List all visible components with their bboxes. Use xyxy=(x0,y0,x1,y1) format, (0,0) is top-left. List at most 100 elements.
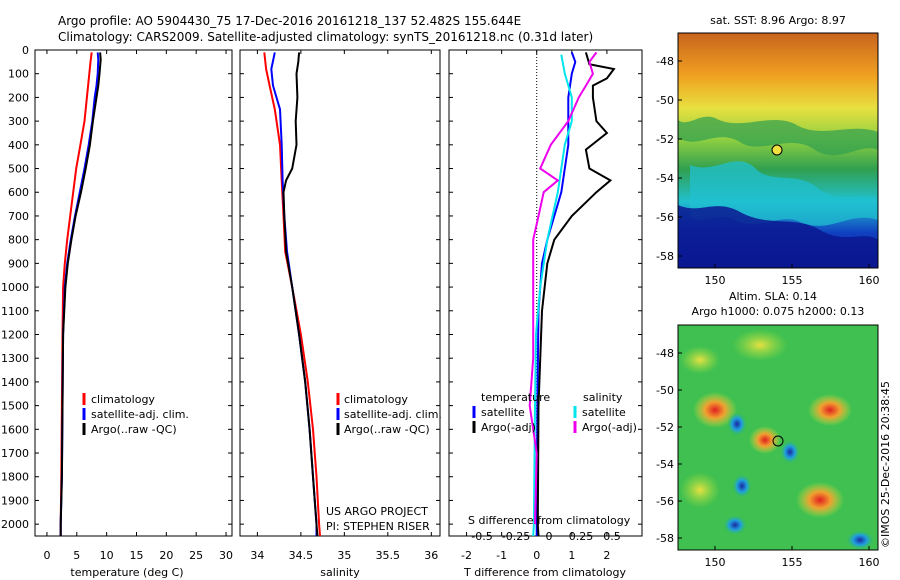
x-tick-label: 10 xyxy=(100,549,114,562)
profile-line-black xyxy=(282,52,319,537)
x-tick-label: 15 xyxy=(129,549,143,562)
sla-map-title-line1: Altim. SLA: 0.14 xyxy=(729,290,817,303)
sla-map-frame xyxy=(677,324,879,551)
map-y-tick-label: -50 xyxy=(656,384,674,397)
map-y-tick-label: -58 xyxy=(656,250,674,263)
map-y-tick-label: -54 xyxy=(656,458,674,471)
sla-anomaly xyxy=(680,346,720,374)
figure-title-line2: Climatology: CARS2009. Satellite-adjuste… xyxy=(58,30,594,44)
s-difference-label: S difference from climatology xyxy=(468,514,631,527)
sla-anomaly xyxy=(808,394,852,426)
temperature-panel: 0100200300400500600700800900100011001200… xyxy=(1,44,233,579)
y-tick-label: 1600 xyxy=(1,423,29,436)
profile-line-black xyxy=(59,52,102,536)
map-y-tick-label: -54 xyxy=(656,172,674,185)
difference-profile-lines xyxy=(528,51,616,537)
difference-y-ticks xyxy=(449,49,642,525)
temperature-profile-lines xyxy=(59,52,102,536)
y-tick-label: 900 xyxy=(8,257,29,270)
temperature-x-ticks: 0 5 10 15 20 25 30 xyxy=(43,50,233,562)
salinity-x-label: salinity xyxy=(320,566,360,579)
map-x-tick-label: 160 xyxy=(859,274,880,287)
y-tick-label: 100 xyxy=(8,68,29,81)
legend-label-argo: Argo(..raw -QC) xyxy=(344,423,430,436)
legend-label-sal-satellite: satellite xyxy=(582,406,626,419)
s-tick-label: 0 xyxy=(546,530,553,543)
x-tick-label: 35 xyxy=(337,549,351,562)
temperature-legend: climatology satellite-adj. clim. Argo(..… xyxy=(82,393,189,436)
sst-map-ticks: -48 -50 -52 -54 -56 -58 150 155 160 xyxy=(656,55,879,287)
pi-annotation: PI: STEPHEN RISER xyxy=(326,520,430,533)
difference-axes-box xyxy=(448,49,643,537)
profile-line-black xyxy=(536,52,616,537)
y-tick-label: 1200 xyxy=(1,328,29,341)
sla-map: Altim. SLA: 0.14 Argo h1000: 0.075 h2000… xyxy=(656,290,892,569)
y-tick-label: 600 xyxy=(8,186,29,199)
map-x-tick-label: 150 xyxy=(705,556,726,569)
project-annotation: US ARGO PROJECT xyxy=(326,505,428,518)
y-tick-label: 1300 xyxy=(1,352,29,365)
sla-anomaly xyxy=(723,515,747,535)
temperature-x-label: temperature (deg C) xyxy=(70,566,183,579)
salinity-axes-box xyxy=(239,49,441,537)
x-tick-label: 0 xyxy=(533,549,540,562)
s-difference-top-ticks: -0.5 -0.25 0 0.25 0.5 xyxy=(471,530,620,543)
x-tick-label: -1 xyxy=(496,549,507,562)
s-tick-label: -0.5 xyxy=(471,530,492,543)
argo-float-marker xyxy=(771,144,783,156)
x-tick-label: 35.5 xyxy=(376,549,401,562)
difference-panel: -2 -1 0 1 2 S difference from climatology -0… xyxy=(448,49,643,579)
s-tick-label: -0.25 xyxy=(502,530,530,543)
sst-map-title: sat. SST: 8.96 Argo: 8.97 xyxy=(710,14,846,27)
map-y-tick-label: -48 xyxy=(656,55,674,68)
legend-label-climatology: climatology xyxy=(91,393,155,406)
sla-anomaly xyxy=(732,474,752,498)
y-tick-label: 500 xyxy=(8,163,29,176)
legend-title-temperature: temperature xyxy=(481,391,550,404)
profile-line-blue xyxy=(535,52,577,536)
legend-label-temp-argo: Argo(-adj) xyxy=(481,421,536,434)
x-tick-label: 30 xyxy=(219,549,233,562)
x-tick-label: 1 xyxy=(568,549,575,562)
sla-map-ticks: -48 -50 -52 -54 -56 -58 150 155 160 xyxy=(656,347,879,569)
map-y-tick-label: -52 xyxy=(656,421,674,434)
t-difference-x-label: T difference from climatology xyxy=(463,566,626,579)
y-tick-label: 1400 xyxy=(1,376,29,389)
sla-anomaly xyxy=(846,530,874,550)
legend-label-satellite: satellite-adj. clim. xyxy=(344,408,442,421)
salinity-y-ticks xyxy=(240,49,440,525)
temperature-axes-box xyxy=(34,49,233,537)
difference-legend: temperature satellite Argo(-adj) salinit… xyxy=(472,391,637,434)
y-tick-label: 700 xyxy=(8,210,29,223)
map-y-tick-label: -58 xyxy=(656,532,674,545)
sla-anomaly xyxy=(693,392,737,428)
y-tick-label: 200 xyxy=(8,91,29,104)
map-y-tick-label: -52 xyxy=(656,133,674,146)
legend-label-climatology: climatology xyxy=(344,393,408,406)
salinity-profile-lines xyxy=(263,52,321,537)
y-tick-label: 2000 xyxy=(1,518,29,531)
figure-title-line1: Argo profile: AO 5904430_75 17-Dec-2016 … xyxy=(58,14,522,28)
x-tick-label: 5 xyxy=(73,549,80,562)
x-tick-label: 34 xyxy=(250,549,264,562)
legend-title-salinity: salinity xyxy=(583,391,623,404)
y-tick-label: 1500 xyxy=(1,400,29,413)
sst-map-frame xyxy=(677,32,879,269)
sst-cold-band xyxy=(690,161,878,226)
x-tick-label: 0 xyxy=(43,549,50,562)
map-x-tick-label: 155 xyxy=(782,556,803,569)
legend-label-satellite: satellite-adj. clim. xyxy=(91,408,189,421)
depth-tick-labels: 0 100 200 300 400 500 600 700 800 900 1000 1100 1200… xyxy=(1,44,232,531)
y-tick-label: 0 xyxy=(22,44,29,57)
sla-map-title-line2: Argo h1000: 0.075 h2000: 0.13 xyxy=(692,305,865,318)
profile-line-magenta xyxy=(528,51,598,525)
profile-line-cyan xyxy=(532,54,573,537)
x-tick-label: 2 xyxy=(603,549,610,562)
map-y-tick-label: -50 xyxy=(656,94,674,107)
x-tick-label: 20 xyxy=(159,549,173,562)
map-y-tick-label: -48 xyxy=(656,347,674,360)
map-y-tick-label: -56 xyxy=(656,495,674,508)
sla-anomaly xyxy=(749,426,781,454)
sst-map: sat. SST: 8.96 Argo: 8.97 -48 -50 -52 -54 -5… xyxy=(656,14,879,287)
